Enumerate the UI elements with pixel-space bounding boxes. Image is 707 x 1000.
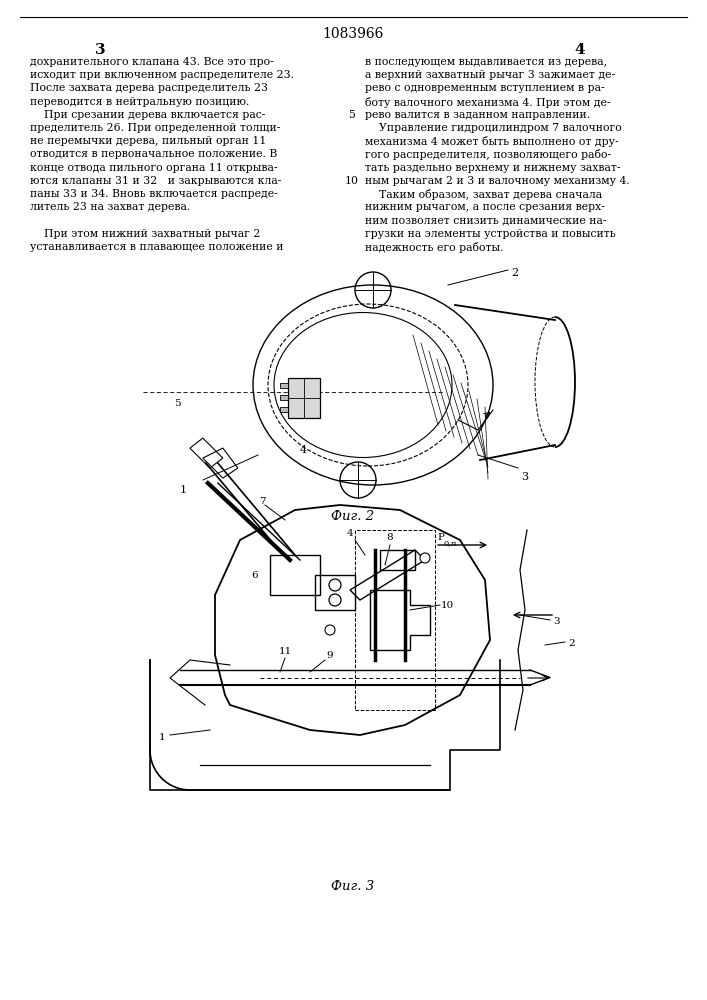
Text: 8: 8 — [387, 534, 393, 542]
Text: 0,п: 0,п — [444, 539, 457, 547]
Text: ним позволяет снизить динамические на-: ним позволяет снизить динамические на- — [365, 215, 607, 225]
Text: пределитель 26. При определенной толщи-: пределитель 26. При определенной толщи- — [30, 123, 281, 133]
Text: отводится в первоначальное положение. В: отводится в первоначальное положение. В — [30, 149, 277, 159]
Circle shape — [329, 594, 341, 606]
Text: рево валится в заданном направлении.: рево валится в заданном направлении. — [365, 110, 590, 120]
Text: 2: 2 — [511, 268, 518, 278]
Text: рево с одновременным вступлением в ра-: рево с одновременным вступлением в ра- — [365, 83, 604, 93]
Text: механизма 4 может быть выполнено от дру-: механизма 4 может быть выполнено от дру- — [365, 136, 619, 147]
Text: боту валочного механизма 4. При этом де-: боту валочного механизма 4. При этом де- — [365, 97, 611, 108]
Text: 3: 3 — [554, 616, 561, 626]
Polygon shape — [280, 395, 288, 400]
Text: ются клапаны 31 и 32   и закрываются кла-: ются клапаны 31 и 32 и закрываются кла- — [30, 176, 281, 186]
Text: 6: 6 — [252, 570, 258, 580]
Circle shape — [329, 579, 341, 591]
Text: 1: 1 — [158, 732, 165, 742]
Text: Таким образом, захват дерева сначала: Таким образом, захват дерева сначала — [365, 189, 602, 200]
Text: 11: 11 — [279, 647, 291, 656]
Text: паны 33 и 34. Вновь включается распреде-: паны 33 и 34. Вновь включается распреде- — [30, 189, 278, 199]
Text: 1083966: 1083966 — [322, 27, 384, 41]
Text: После захвата дерева распределитель 23: После захвата дерева распределитель 23 — [30, 83, 268, 93]
Text: При этом нижний захватный рычаг 2: При этом нижний захватный рычаг 2 — [30, 229, 260, 239]
Text: Фиг. 3: Фиг. 3 — [332, 880, 375, 893]
Polygon shape — [280, 407, 288, 412]
Text: 9: 9 — [327, 650, 333, 660]
Text: литель 23 на захват дерева.: литель 23 на захват дерева. — [30, 202, 190, 212]
Circle shape — [420, 553, 430, 563]
Text: тать раздельно верхнему и нижнему захват-: тать раздельно верхнему и нижнему захват… — [365, 163, 621, 173]
Text: устанавливается в плавающее положение и: устанавливается в плавающее положение и — [30, 242, 284, 252]
Text: а верхний захватный рычаг 3 зажимает де-: а верхний захватный рычаг 3 зажимает де- — [365, 70, 615, 80]
Text: Управление гидроцилиндром 7 валочного: Управление гидроцилиндром 7 валочного — [365, 123, 621, 133]
Text: 3: 3 — [521, 472, 528, 482]
Text: 10: 10 — [440, 600, 454, 609]
Text: ным рычагам 2 и 3 и валочному механизму 4.: ным рычагам 2 и 3 и валочному механизму … — [365, 176, 630, 186]
Circle shape — [325, 625, 335, 635]
Text: 7: 7 — [259, 497, 265, 506]
Text: исходит при включенном распределителе 23.: исходит при включенном распределителе 23… — [30, 70, 294, 80]
Text: 3: 3 — [95, 43, 105, 57]
Text: нижним рычагом, а после срезания верх-: нижним рычагом, а после срезания верх- — [365, 202, 605, 212]
Text: 1: 1 — [180, 485, 187, 495]
Text: не перемычки дерева, пильный орган 11: не перемычки дерева, пильный орган 11 — [30, 136, 267, 146]
Text: Фиг. 2: Фиг. 2 — [332, 510, 375, 523]
Text: конце отвода пильного органа 11 открыва-: конце отвода пильного органа 11 открыва- — [30, 163, 278, 173]
Text: дохранительного клапана 43. Все это про-: дохранительного клапана 43. Все это про- — [30, 57, 274, 67]
Text: 2: 2 — [568, 639, 575, 648]
Text: 4: 4 — [575, 43, 585, 57]
Text: гого распределителя, позволяющего рабо-: гого распределителя, позволяющего рабо- — [365, 149, 611, 160]
Text: переводится в нейтральную позицию.: переводится в нейтральную позицию. — [30, 97, 250, 107]
Text: грузки на элементы устройства и повысить: грузки на элементы устройства и повысить — [365, 229, 616, 239]
Text: надежность его работы.: надежность его работы. — [365, 242, 503, 253]
Polygon shape — [288, 378, 320, 418]
Text: 10: 10 — [345, 176, 359, 186]
Text: в последующем выдавливается из дерева,: в последующем выдавливается из дерева, — [365, 57, 607, 67]
Text: 5: 5 — [175, 399, 181, 408]
Text: При срезании дерева включается рас-: При срезании дерева включается рас- — [30, 110, 265, 120]
Text: 4: 4 — [300, 445, 307, 455]
Text: 5: 5 — [349, 110, 356, 120]
Text: Р: Р — [437, 533, 444, 542]
Polygon shape — [280, 383, 288, 388]
Text: 4: 4 — [346, 530, 354, 538]
